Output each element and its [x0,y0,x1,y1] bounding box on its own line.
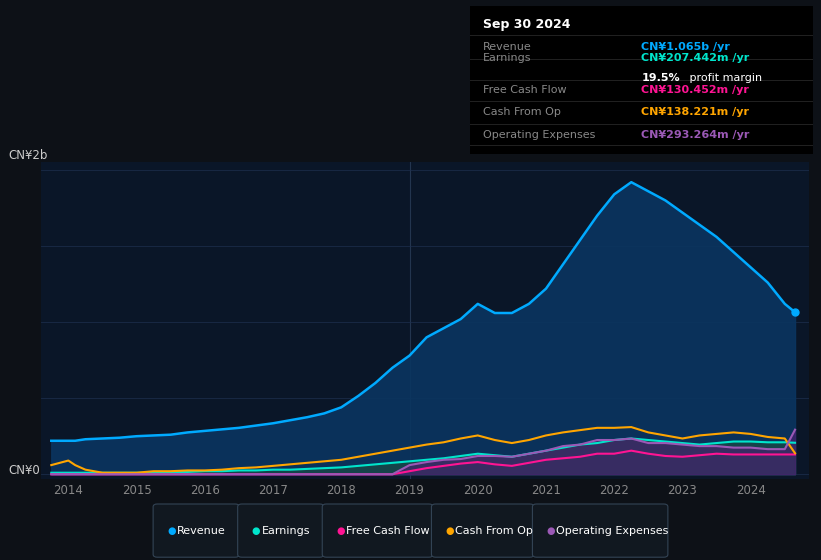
Text: Cash From Op: Cash From Op [484,108,562,118]
Text: CN¥207.442m /yr: CN¥207.442m /yr [641,53,750,63]
Text: ●: ● [547,526,555,535]
Text: CN¥130.452m /yr: CN¥130.452m /yr [641,85,749,95]
Text: Earnings: Earnings [262,526,310,535]
Text: profit margin: profit margin [686,73,762,83]
Text: Free Cash Flow: Free Cash Flow [346,526,429,535]
Text: CN¥138.221m /yr: CN¥138.221m /yr [641,108,750,118]
Text: Revenue: Revenue [484,42,532,52]
Text: Operating Expenses: Operating Expenses [484,130,596,139]
Text: Sep 30 2024: Sep 30 2024 [484,18,571,31]
Text: CN¥293.264m /yr: CN¥293.264m /yr [641,130,750,139]
Text: Free Cash Flow: Free Cash Flow [484,85,567,95]
Text: ●: ● [445,526,454,535]
Text: CN¥1.065b /yr: CN¥1.065b /yr [641,42,730,52]
Text: CN¥2b: CN¥2b [8,150,48,162]
Text: ●: ● [252,526,260,535]
Text: Revenue: Revenue [177,526,226,535]
Text: 19.5%: 19.5% [641,73,680,83]
Text: Cash From Op: Cash From Op [456,526,533,535]
Text: Operating Expenses: Operating Expenses [557,526,668,535]
Text: Earnings: Earnings [484,53,532,63]
Text: ●: ● [337,526,345,535]
Text: ●: ● [167,526,176,535]
Text: CN¥0: CN¥0 [8,464,40,477]
